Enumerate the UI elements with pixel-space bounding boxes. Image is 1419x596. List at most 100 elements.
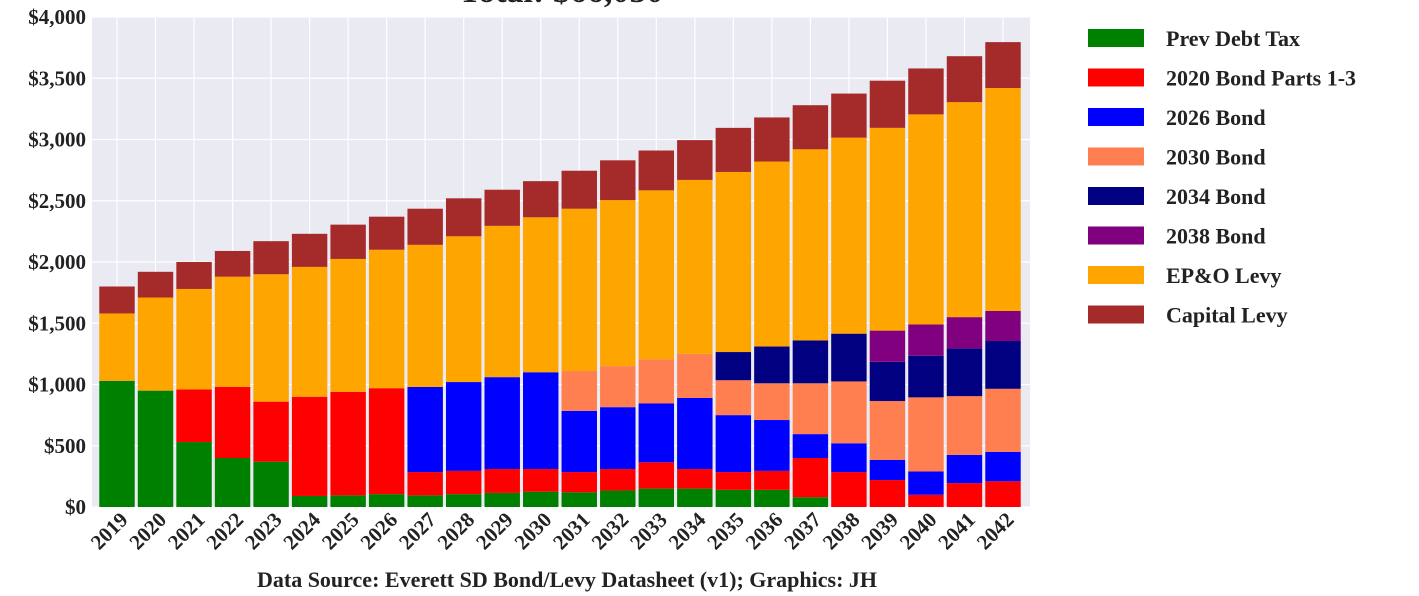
legend-swatch bbox=[1088, 305, 1144, 324]
bar-segment bbox=[985, 481, 1021, 507]
legend-swatch bbox=[1088, 226, 1144, 245]
bar-segment bbox=[523, 181, 559, 218]
x-tick-label: 2023 bbox=[240, 508, 287, 555]
x-tick-label: 2025 bbox=[317, 508, 364, 555]
bar-segment bbox=[985, 341, 1021, 389]
x-tick-label: 2027 bbox=[394, 508, 441, 555]
bar-segment bbox=[137, 271, 174, 298]
bar-segment bbox=[600, 366, 636, 408]
bar-segment bbox=[985, 88, 1021, 311]
x-tick-label: 2029 bbox=[471, 508, 518, 555]
bar-segment bbox=[792, 497, 829, 507]
legend-label: 2038 Bond bbox=[1166, 224, 1266, 249]
bar-segment bbox=[484, 225, 520, 378]
y-tick-label: $2,000 bbox=[28, 250, 86, 274]
x-tick-label: 2035 bbox=[702, 508, 749, 555]
bar-segment bbox=[330, 224, 366, 259]
bar-segment bbox=[523, 469, 559, 492]
bar-segment bbox=[600, 469, 636, 491]
bar-segment bbox=[291, 396, 328, 496]
bar-segment bbox=[99, 313, 135, 381]
bar-segment bbox=[176, 389, 212, 443]
bar-segment bbox=[908, 355, 944, 398]
bar-segment bbox=[908, 68, 944, 115]
bar-segment bbox=[407, 208, 443, 245]
bar-segment bbox=[484, 492, 520, 507]
bar-segment bbox=[600, 200, 636, 367]
bar-segment bbox=[869, 361, 906, 402]
bar-segment bbox=[715, 489, 752, 507]
x-tick-label: 2024 bbox=[278, 507, 325, 554]
bar-segment bbox=[291, 495, 328, 507]
bar-segment bbox=[561, 170, 597, 209]
bar-segment bbox=[831, 333, 867, 382]
bar-segment bbox=[407, 244, 443, 387]
bar-segment bbox=[754, 383, 790, 421]
bar-segment bbox=[985, 451, 1021, 482]
bar-segment bbox=[330, 258, 366, 392]
bar-segment bbox=[831, 443, 867, 473]
x-tick-label: 2028 bbox=[433, 508, 480, 555]
x-tick-label: 2020 bbox=[124, 508, 171, 555]
bar-segment bbox=[831, 93, 867, 138]
legend-swatch bbox=[1088, 266, 1144, 284]
bar-segment bbox=[330, 495, 366, 507]
bar-segment bbox=[600, 160, 636, 201]
legend-label: 2026 Bond bbox=[1166, 105, 1266, 130]
bar-segment bbox=[638, 150, 675, 191]
x-tick-label: 2036 bbox=[741, 508, 788, 555]
bar-segment bbox=[715, 352, 752, 381]
bar-segment bbox=[484, 469, 520, 493]
bar-segment bbox=[523, 372, 559, 470]
bar-segment bbox=[677, 488, 713, 507]
bar-segment bbox=[368, 216, 405, 250]
bar-segment bbox=[677, 140, 713, 180]
bar-segment bbox=[946, 56, 983, 103]
bar-segment bbox=[407, 386, 443, 473]
bar-segment bbox=[754, 420, 790, 471]
bar-segment bbox=[638, 403, 675, 463]
legend-swatch bbox=[1088, 108, 1144, 126]
bar-segment bbox=[754, 117, 790, 162]
bar-segment bbox=[869, 480, 906, 507]
bar-segment bbox=[638, 488, 675, 507]
bar-segment bbox=[831, 137, 867, 334]
bar-segment bbox=[523, 217, 559, 373]
legend-label: 2030 Bond bbox=[1166, 145, 1266, 170]
bar-segment bbox=[176, 442, 212, 507]
bar-segment bbox=[754, 470, 790, 490]
bar-segment bbox=[677, 397, 713, 470]
legend-label: 2034 Bond bbox=[1166, 184, 1266, 209]
bar-segment bbox=[715, 415, 752, 473]
bar-segment bbox=[946, 317, 983, 349]
bar-segment bbox=[600, 407, 636, 470]
bar-segment bbox=[368, 249, 405, 389]
bar-segment bbox=[445, 470, 482, 495]
bar-segment bbox=[600, 490, 636, 507]
legend-label: Prev Debt Tax bbox=[1166, 26, 1300, 51]
bar-segment bbox=[445, 382, 482, 471]
bar-segment bbox=[99, 380, 135, 507]
bar-segment bbox=[869, 401, 906, 460]
bar-segment bbox=[715, 472, 752, 490]
x-tick-label: 2019 bbox=[86, 508, 133, 555]
bar-segment bbox=[407, 495, 443, 507]
y-tick-label: $1,000 bbox=[28, 373, 86, 397]
legend-swatch bbox=[1088, 187, 1144, 205]
bar-segment bbox=[908, 471, 944, 495]
bar-segment bbox=[985, 42, 1021, 89]
bar-segment bbox=[253, 274, 289, 402]
bar-segment bbox=[291, 266, 328, 397]
bar-segment bbox=[869, 330, 906, 362]
bar-segment bbox=[946, 483, 983, 507]
bar-segment bbox=[484, 189, 520, 226]
y-tick-label: $4,000 bbox=[28, 5, 86, 29]
bar-segment bbox=[908, 397, 944, 472]
bar-segment bbox=[908, 324, 944, 356]
y-tick-label: $0 bbox=[65, 495, 86, 519]
bar-segment bbox=[831, 381, 867, 444]
bar-segment bbox=[715, 380, 752, 416]
bar-segment bbox=[715, 127, 752, 172]
bar-segment bbox=[214, 386, 251, 458]
